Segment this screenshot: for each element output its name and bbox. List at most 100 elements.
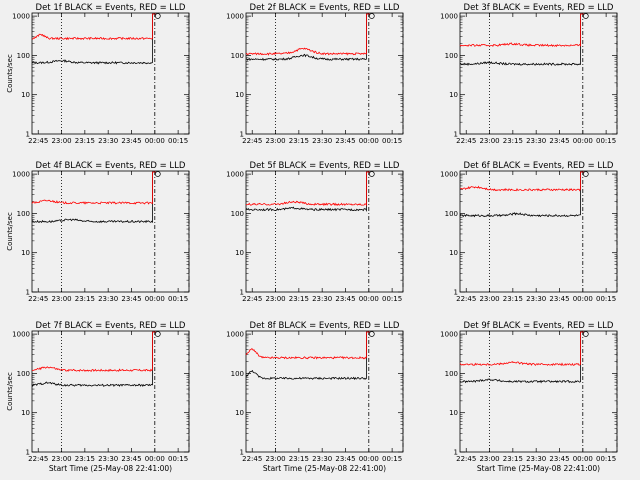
x-tick-label: 23:45 xyxy=(335,455,355,463)
x-tick-label: 23:30 xyxy=(526,137,546,145)
y-tick-label: 1000 xyxy=(226,331,244,339)
chart-panel-2: Det 2f BLACK = Events, RED = LLD 1 10 100 10… xyxy=(226,3,404,145)
chart-panel-8: Det 8f BLACK = Events, RED = LLD Start Ti… xyxy=(226,321,404,473)
x-tick-label: 00:00 xyxy=(145,295,165,303)
y-tick-label: 100 xyxy=(17,52,30,60)
x-axis-label: Start Time (25-May-08 22:41:00) xyxy=(49,464,172,473)
y-tick-label: 1 xyxy=(240,131,244,139)
chart-title: Det 7f BLACK = Events, RED = LLD xyxy=(36,321,186,331)
y-tick-label: 10 xyxy=(235,409,244,417)
events-series-line xyxy=(31,13,156,65)
y-tick-label: 100 xyxy=(231,210,244,218)
y-tick-label: 1000 xyxy=(12,13,30,21)
x-axis-label: Start Time (25-May-08 22:41:00) xyxy=(263,464,386,473)
y-tick-label: 100 xyxy=(17,370,30,378)
y-tick-label: 1000 xyxy=(440,13,458,21)
x-tick-label: 00:15 xyxy=(382,295,402,303)
x-tick-label: 00:00 xyxy=(359,455,379,463)
lld-series-line xyxy=(460,171,584,192)
y-tick-label: 1 xyxy=(454,131,458,139)
x-tick-label: 00:15 xyxy=(168,295,188,303)
chart-title: Det 6f BLACK = Events, RED = LLD xyxy=(464,161,614,171)
x-tick-label: 23:00 xyxy=(51,455,71,463)
plot-frame xyxy=(459,12,618,135)
chart-title: Det 5f BLACK = Events, RED = LLD xyxy=(250,161,400,171)
x-tick-label: 22:45 xyxy=(242,137,262,145)
x-tick-label: 23:45 xyxy=(549,137,569,145)
lld-series-line xyxy=(31,13,156,41)
plot-frame xyxy=(31,330,190,453)
y-tick-label: 100 xyxy=(445,52,458,60)
x-tick-label: 23:00 xyxy=(265,295,285,303)
y-tick-label: 10 xyxy=(21,409,30,417)
saturation-marker xyxy=(582,13,589,19)
plot-frame xyxy=(459,170,618,293)
y-tick-label: 100 xyxy=(231,370,244,378)
chart-title: Det 9f BLACK = Events, RED = LLD xyxy=(464,321,614,331)
x-tick-label: 00:00 xyxy=(573,295,593,303)
chart-title: Det 4f BLACK = Events, RED = LLD xyxy=(36,161,186,171)
y-tick-label: 10 xyxy=(449,91,458,99)
x-tick-label: 23:00 xyxy=(51,295,71,303)
events-series-line xyxy=(245,13,370,61)
y-tick-label: 10 xyxy=(235,249,244,257)
y-tick-label: 1000 xyxy=(440,331,458,339)
lld-series-line xyxy=(31,331,156,372)
y-tick-label: 1 xyxy=(240,449,244,457)
x-tick-label: 23:45 xyxy=(549,455,569,463)
x-axis-label: Start Time (25-May-08 22:41:00) xyxy=(477,464,600,473)
y-tick-label: 1 xyxy=(26,449,30,457)
x-tick-label: 23:00 xyxy=(265,455,285,463)
x-tick-label: 23:30 xyxy=(98,455,118,463)
x-tick-label: 23:45 xyxy=(549,295,569,303)
y-tick-label: 1000 xyxy=(226,13,244,21)
chart-title: Det 2f BLACK = Events, RED = LLD xyxy=(250,3,400,13)
x-tick-label: 23:15 xyxy=(503,137,523,145)
chart-panel-6: Det 6f BLACK = Events, RED = LLD 1 10 100 10… xyxy=(440,161,618,303)
events-series-line xyxy=(459,331,584,384)
x-tick-label: 23:15 xyxy=(289,295,309,303)
x-tick-label: 23:30 xyxy=(526,295,546,303)
x-tick-label: 23:15 xyxy=(75,137,95,145)
x-tick-label: 23:00 xyxy=(479,295,499,303)
saturation-marker xyxy=(368,331,375,337)
events-series-line xyxy=(31,331,156,388)
x-tick-label: 22:45 xyxy=(28,137,48,145)
y-tick-label: 10 xyxy=(449,249,458,257)
saturation-marker xyxy=(154,171,161,177)
plot-frame xyxy=(245,12,404,135)
x-tick-label: 00:15 xyxy=(168,455,188,463)
y-tick-label: 10 xyxy=(235,91,244,99)
x-tick-label: 23:15 xyxy=(289,137,309,145)
x-tick-label: 23:15 xyxy=(503,295,523,303)
y-tick-label: 10 xyxy=(449,409,458,417)
x-tick-label: 22:45 xyxy=(28,455,48,463)
y-axis-label: Counts/sec xyxy=(6,372,14,411)
x-tick-label: 22:45 xyxy=(242,295,262,303)
events-series-line xyxy=(31,171,156,224)
lld-series-line xyxy=(31,171,156,205)
lld-series-line xyxy=(459,13,584,48)
x-tick-label: 00:15 xyxy=(168,137,188,145)
y-axis-label: Counts/sec xyxy=(6,212,14,251)
y-tick-label: 10 xyxy=(21,91,30,99)
plot-frame xyxy=(245,170,404,293)
x-tick-label: 00:15 xyxy=(596,295,616,303)
x-tick-label: 00:00 xyxy=(573,137,593,145)
x-tick-label: 00:15 xyxy=(382,137,402,145)
x-tick-label: 00:15 xyxy=(382,455,402,463)
x-tick-label: 23:15 xyxy=(75,455,95,463)
events-series-line xyxy=(245,171,370,213)
y-tick-label: 1000 xyxy=(12,331,30,339)
saturation-marker xyxy=(154,13,161,19)
lld-series-line xyxy=(245,331,370,360)
y-tick-label: 1 xyxy=(26,131,30,139)
x-tick-label: 23:15 xyxy=(503,455,523,463)
y-tick-label: 1 xyxy=(454,289,458,297)
saturation-marker xyxy=(368,13,375,19)
saturation-marker xyxy=(368,171,375,177)
events-series-line xyxy=(459,171,584,218)
lld-series-line xyxy=(459,331,584,367)
x-tick-label: 00:00 xyxy=(145,137,165,145)
